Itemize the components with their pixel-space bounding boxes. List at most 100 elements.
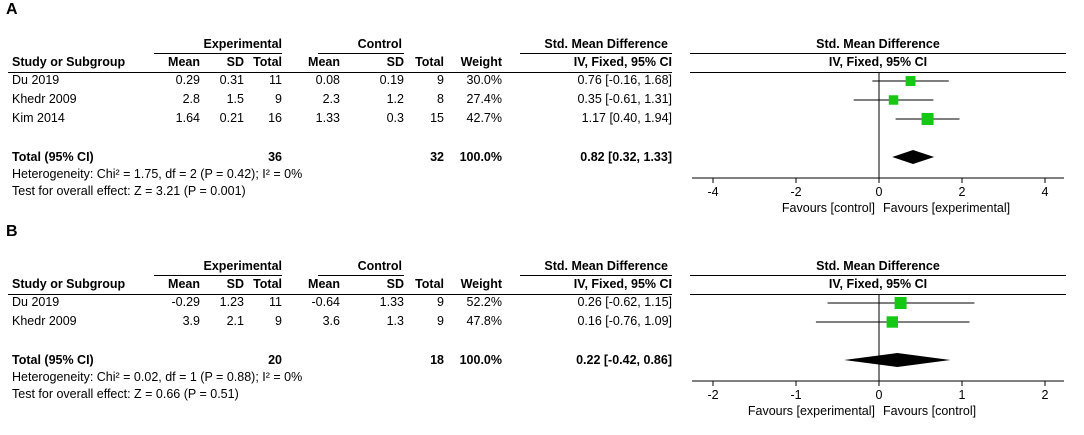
experimental-total-value: 11 [269, 295, 282, 309]
control-mean-value: 2.3 [322, 92, 340, 106]
total-label: Total (95% CI) [12, 150, 94, 164]
header-underline-effect [520, 53, 672, 54]
total-weight: 100.0% [459, 353, 502, 367]
control-total-value: 9 [437, 295, 444, 309]
plot-header-method: IV, Fixed, 95% CI [828, 277, 928, 291]
control-sd-value: 0.3 [386, 111, 404, 125]
control-sd-value: 1.2 [386, 92, 404, 106]
weight-value: 30.0% [466, 73, 502, 87]
forest-plot-panel: A Experimental Control Std. Mean Difference… [0, 0, 1084, 215]
study-name: Kim 2014 [12, 111, 65, 125]
experimental-sd-header: SD [226, 55, 244, 69]
header-underline-plot [690, 275, 1066, 276]
experimental-sd-header: SD [226, 277, 244, 291]
favours-left-label: Favours [experimental] [748, 404, 875, 418]
heterogeneity-text: Heterogeneity: Chi² = 1.75, df = 2 (P = … [12, 167, 303, 181]
header-underline-control [318, 53, 404, 54]
header-underline-experimental [154, 275, 282, 276]
effect-estimate-square [894, 297, 907, 309]
ci-value: 1.17 [0.40, 1.94] [581, 111, 672, 125]
experimental-total-header: Total [253, 277, 282, 291]
weight-value: 27.4% [466, 92, 502, 106]
experimental-mean-value: 1.64 [175, 111, 200, 125]
pooled-effect-diamond [844, 353, 951, 367]
study-name: Khedr 2009 [12, 314, 77, 328]
header-underline-control [318, 275, 404, 276]
experimental-total-value: 16 [268, 111, 282, 125]
weight-value: 42.7% [466, 111, 502, 125]
control-total-sum: 32 [430, 150, 444, 164]
pooled-effect-diamond [892, 150, 935, 164]
table-header-rule [8, 294, 672, 295]
experimental-total-sum: 36 [268, 150, 282, 164]
weight-header: Weight [460, 55, 502, 69]
control-mean-value: 1.33 [315, 111, 340, 125]
control-mean-value: 3.6 [322, 314, 340, 328]
control-total-value: 15 [430, 111, 444, 125]
experimental-mean-value: 2.8 [182, 92, 200, 106]
control-total-value: 9 [437, 314, 444, 328]
total-ci-value: 0.22 [-0.42, 0.86] [576, 353, 672, 367]
forest-plot-panel: B Experimental Control Std. Mean Difference… [0, 222, 1084, 432]
x-axis-tick-label: 2 [959, 185, 966, 199]
control-total-value: 8 [437, 92, 444, 106]
experimental-total-header: Total [253, 55, 282, 69]
experimental-total-value: 11 [269, 73, 282, 87]
plot-header-method: IV, Fixed, 95% CI [828, 55, 928, 69]
experimental-sd-value: 1.23 [219, 295, 244, 309]
weight-header: Weight [460, 277, 502, 291]
control-total-sum: 18 [430, 353, 444, 367]
favours-right-label: Favours [control] [883, 404, 976, 418]
control-total-header: Total [415, 277, 444, 291]
effect-estimate-square [886, 316, 898, 328]
control-sd-value: 0.19 [379, 73, 404, 87]
control-sd-value: 1.3 [386, 314, 404, 328]
heterogeneity-text: Heterogeneity: Chi² = 0.02, df = 1 (P = … [12, 370, 303, 384]
panel-letter: B [6, 223, 18, 240]
favours-right-label: Favours [experimental] [883, 201, 1010, 215]
control-mean-value: 0.08 [315, 73, 340, 87]
effect-estimate-square [905, 76, 916, 86]
ci-value: 0.76 [-0.16, 1.68] [577, 73, 672, 87]
experimental-mean-header: Mean [168, 55, 200, 69]
control-total-header: Total [415, 55, 444, 69]
study-column-header: Study or Subgroup [12, 55, 126, 69]
overall-effect-text: Test for overall effect: Z = 0.66 (P = 0… [12, 387, 239, 401]
control-sd-header: SD [386, 277, 404, 291]
x-axis-tick-label: 2 [1042, 388, 1049, 402]
ci-value: 0.35 [-0.61, 1.31] [577, 92, 672, 106]
control-mean-header: Mean [308, 277, 340, 291]
ci-value: 0.26 [-0.62, 1.15] [577, 295, 672, 309]
x-axis-tick-label: -2 [707, 388, 718, 402]
effect-estimate-square [888, 95, 899, 105]
method-header: IV, Fixed, 95% CI [573, 277, 672, 291]
plot-header-title: Std. Mean Difference [816, 259, 940, 273]
experimental-mean-header: Mean [168, 277, 200, 291]
study-name: Khedr 2009 [12, 92, 77, 106]
experimental-group-header: Experimental [203, 259, 282, 273]
experimental-sd-value: 0.21 [219, 111, 244, 125]
control-mean-header: Mean [308, 55, 340, 69]
effect-group-header: Std. Mean Difference [544, 37, 668, 51]
control-sd-value: 1.33 [379, 295, 404, 309]
weight-value: 52.2% [466, 295, 502, 309]
control-mean-value: -0.64 [311, 295, 341, 309]
x-axis-tick-label: 4 [1042, 185, 1049, 199]
total-weight: 100.0% [459, 150, 502, 164]
table-header-rule [8, 72, 672, 73]
plot-header-rule [690, 294, 1066, 295]
experimental-sd-value: 0.31 [219, 73, 244, 87]
x-axis-tick-label: -4 [707, 185, 718, 199]
x-axis-tick-label: -2 [790, 185, 801, 199]
x-axis-tick-label: -1 [790, 388, 801, 402]
experimental-total-value: 9 [275, 92, 282, 106]
control-sd-header: SD [386, 55, 404, 69]
experimental-mean-value: 3.9 [182, 314, 200, 328]
weight-value: 47.8% [466, 314, 502, 328]
experimental-sd-value: 2.1 [226, 314, 244, 328]
study-name: Du 2019 [12, 295, 60, 309]
plot-header-title: Std. Mean Difference [816, 37, 940, 51]
header-underline-experimental [154, 53, 282, 54]
method-header: IV, Fixed, 95% CI [573, 55, 672, 69]
x-axis-tick-label: 0 [876, 388, 883, 402]
